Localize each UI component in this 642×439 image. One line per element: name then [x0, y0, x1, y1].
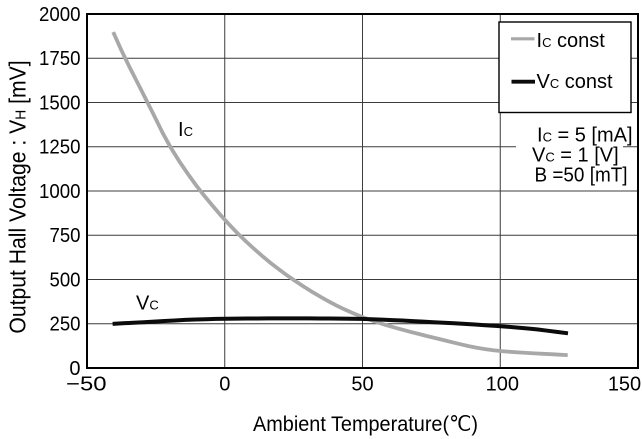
svg-text:IC const: IC const	[537, 30, 606, 52]
svg-text:2000: 2000	[39, 4, 81, 26]
svg-text:0: 0	[69, 358, 80, 380]
svg-text:B =50 [mT]: B =50 [mT]	[535, 165, 628, 187]
svg-text:Output Hall Voltage : VH [mV]: Output Hall Voltage : VH [mV]	[5, 60, 31, 333]
svg-text:100: 100	[486, 374, 519, 396]
svg-text:Ambient Temperature(℃): Ambient Temperature(℃)	[253, 413, 478, 436]
svg-text:VC const: VC const	[537, 71, 614, 93]
svg-text:VC = 1 [V]: VC = 1 [V]	[532, 144, 619, 166]
svg-text:1000: 1000	[39, 181, 81, 203]
svg-text:250: 250	[50, 314, 81, 336]
svg-text:150: 150	[608, 374, 641, 396]
svg-text:IC = 5 [mA]: IC = 5 [mA]	[537, 125, 633, 147]
svg-text:IC: IC	[178, 119, 193, 141]
svg-text:50: 50	[351, 374, 373, 396]
svg-text:750: 750	[50, 225, 81, 247]
svg-text:1500: 1500	[39, 92, 81, 114]
svg-text:0: 0	[219, 374, 230, 396]
svg-text:−50: −50	[66, 374, 107, 396]
svg-text:1750: 1750	[39, 48, 81, 70]
svg-text:500: 500	[50, 269, 81, 291]
svg-text:VC: VC	[136, 292, 159, 314]
svg-text:1250: 1250	[39, 137, 81, 159]
